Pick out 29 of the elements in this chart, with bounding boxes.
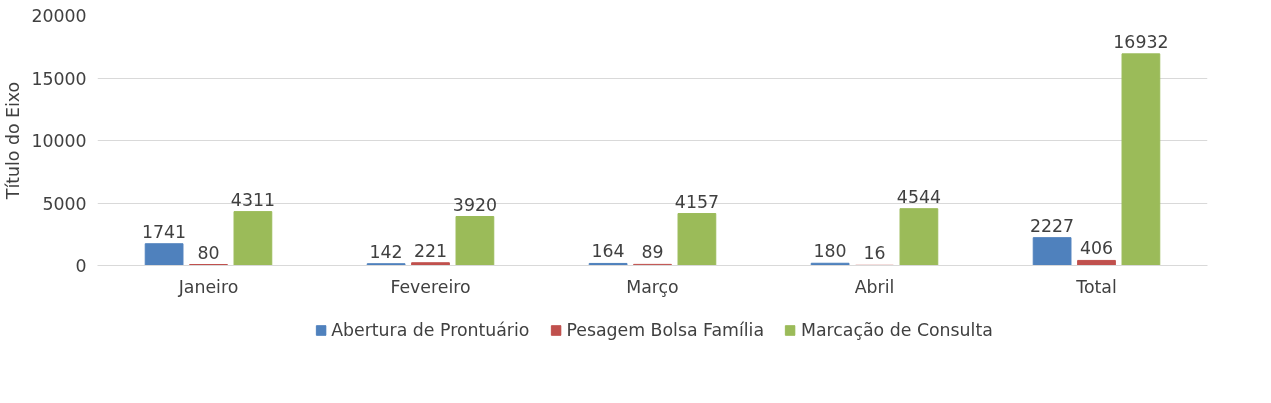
x-tick-label: Total [1075,276,1117,297]
data-label: 406 [1079,238,1114,259]
x-tick-label: Março [626,276,679,297]
y-axis-title: Título do Eixo [3,81,24,201]
x-tick-label: Abril [854,276,895,297]
data-label: 89 [641,242,664,263]
data-label: 180 [813,241,847,262]
y-tick-label: 20000 [31,6,87,26]
y-tick-label: 15000 [31,68,87,89]
y-tick-label: 5000 [42,193,87,214]
data-label: 3920 [452,194,497,215]
data-label: 4311 [230,189,275,210]
x-tick-label: Janeiro [177,276,239,297]
x-tick-label: Fevereiro [390,276,471,297]
data-label: 2227 [1030,215,1075,236]
data-label: 16932 [1113,31,1169,52]
y-tick-label: 0 [75,256,87,276]
data-label: 80 [197,242,220,263]
data-label: 16 [863,243,886,264]
data-label: 221 [413,240,448,261]
legend-label: Marcação de Consulta [801,320,993,340]
legend-label: Abertura de Prontuário [331,320,530,340]
data-label: 1741 [142,221,187,242]
legend-label: Pesagem Bolsa Família [566,320,765,340]
data-label: 142 [369,241,403,262]
data-label: 164 [591,241,625,262]
data-label: 4544 [896,186,941,207]
y-tick-label: 10000 [31,131,87,151]
data-label: 4157 [674,191,719,212]
